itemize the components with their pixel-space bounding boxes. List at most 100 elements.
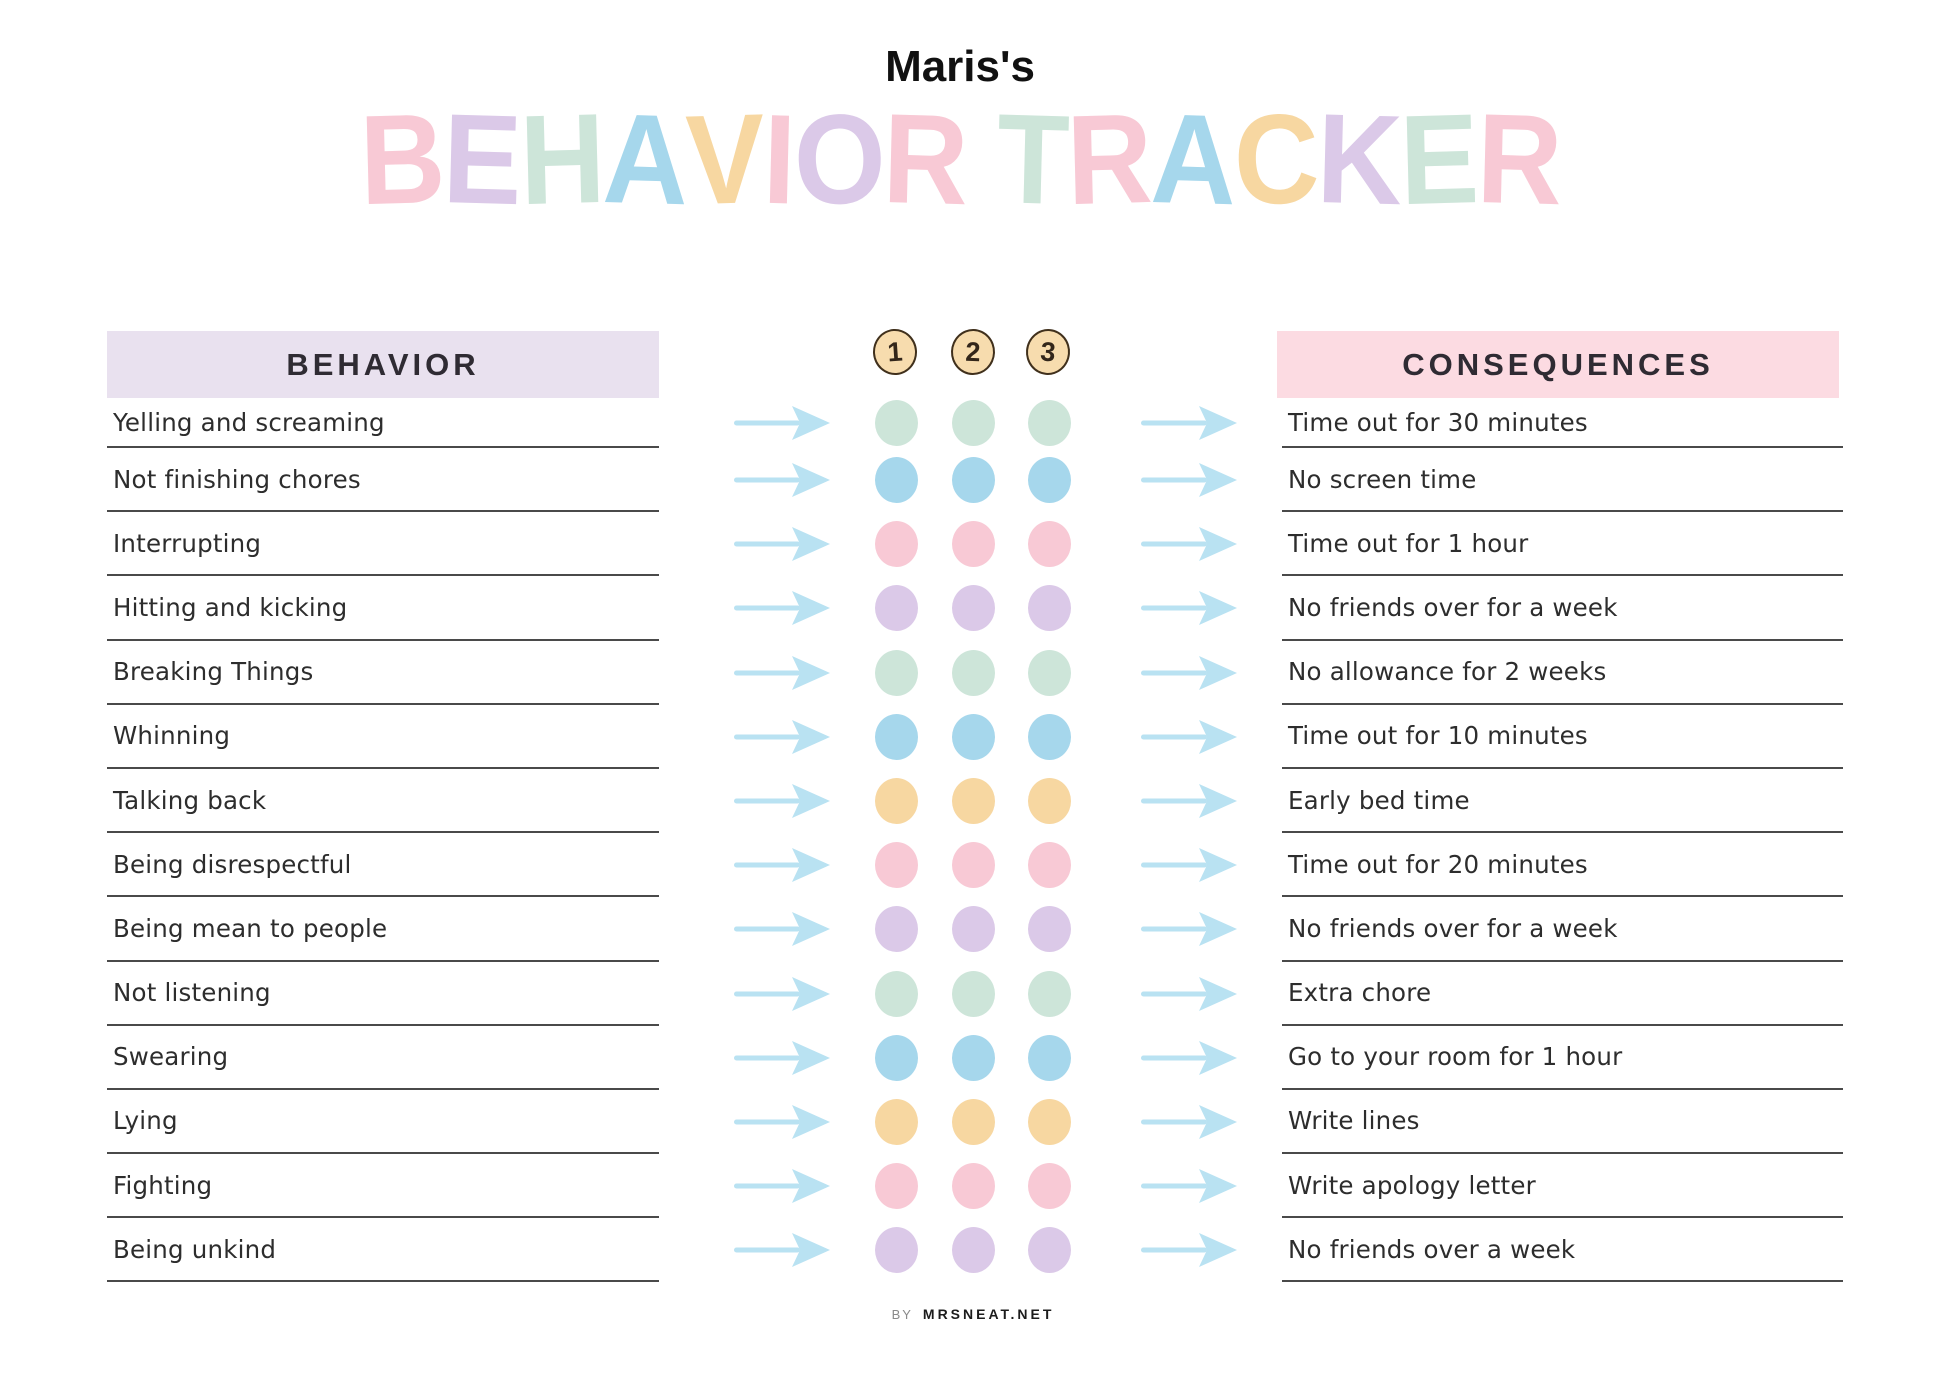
tracker-row: Being mean to people No friends over for… — [107, 897, 1843, 962]
tally-dot-2 — [951, 521, 995, 568]
tracker-row: Not listening Extra chore — [107, 962, 1843, 1026]
tally-dots — [875, 400, 1071, 446]
arrow-right-icon — [734, 463, 830, 498]
tally-dot-3 — [1028, 970, 1071, 1017]
consequence-label: Early bed time — [1282, 769, 1843, 834]
tally-dot-1 — [875, 521, 918, 568]
tally-dot-3 — [1028, 585, 1071, 632]
footer-site-label: MRSNEAT.NET — [922, 1306, 1055, 1322]
tally-dot-1 — [875, 400, 918, 446]
title-letter: O — [791, 87, 886, 233]
tally-dots — [875, 906, 1071, 953]
behavior-label: Breaking Things — [107, 641, 659, 705]
tally-dot-2 — [951, 842, 995, 889]
tally-dots — [875, 842, 1071, 889]
tally-dot-3 — [1028, 457, 1071, 504]
tracker-row: Breaking Things No allowance for 2 weeks — [107, 641, 1843, 705]
tally-dot-2 — [951, 970, 995, 1017]
tracker-row: Hitting and kicking No friends over for … — [107, 576, 1843, 641]
arrow-right-icon — [1141, 784, 1237, 819]
title-letter: E — [441, 87, 522, 233]
arrow-right-icon — [734, 591, 830, 626]
title-letter: T — [995, 87, 1070, 233]
tracker-row: Interrupting Time out for 1 hour — [107, 512, 1843, 577]
tally-dot-3 — [1028, 1163, 1071, 1210]
tally-dot-2 — [951, 713, 995, 760]
tally-dot-2 — [951, 1034, 995, 1081]
tally-dot-3 — [1028, 649, 1071, 696]
tally-dot-1 — [875, 585, 918, 632]
behavior-label: Not listening — [107, 962, 659, 1026]
tracker-row: Talking back Early bed time — [107, 769, 1843, 834]
arrow-right-icon — [1141, 1169, 1237, 1204]
footer-by-label: BY — [891, 1307, 913, 1322]
arrow-right-icon — [734, 1169, 830, 1204]
title-letter: B — [357, 87, 445, 233]
arrow-right-icon — [1141, 976, 1237, 1011]
count-circle-3: 3 — [1024, 327, 1072, 377]
tally-dot-3 — [1028, 1227, 1071, 1274]
title-letter: I — [761, 88, 796, 232]
arrow-right-icon — [734, 527, 830, 562]
arrow-right-icon — [734, 848, 830, 883]
arrow-right-icon — [1141, 848, 1237, 883]
tally-dot-1 — [875, 1034, 918, 1081]
tally-dots — [875, 713, 1071, 760]
arrow-right-icon — [734, 784, 830, 819]
tracker-row: Whinning Time out for 10 minutes — [107, 705, 1843, 769]
tally-dots — [875, 1034, 1071, 1081]
behavior-column-header: BEHAVIOR — [107, 331, 659, 398]
behavior-label: Whinning — [107, 705, 659, 769]
behavior-label: Swearing — [107, 1026, 659, 1090]
tally-dot-2 — [951, 1163, 995, 1210]
arrow-right-icon — [1141, 591, 1237, 626]
tracker-row: Being unkind No friends over a week — [107, 1218, 1843, 1283]
tally-dot-2 — [951, 778, 995, 825]
tally-dot-1 — [875, 778, 918, 825]
behavior-label: Not finishing chores — [107, 448, 659, 513]
tracker-row: Swearing Go to your room for 1 hour — [107, 1026, 1843, 1090]
consequence-label: Extra chore — [1282, 962, 1843, 1026]
arrow-right-icon — [734, 912, 830, 947]
arrow-right-icon — [1141, 406, 1237, 440]
tally-dots — [875, 1163, 1071, 1210]
arrow-right-icon — [1141, 1104, 1237, 1139]
title-letter: R — [881, 87, 969, 233]
behavior-label: Being unkind — [107, 1218, 659, 1283]
tally-dot-1 — [875, 1098, 918, 1145]
behavior-header-label: BEHAVIOR — [286, 346, 480, 382]
consequence-label: No screen time — [1282, 448, 1843, 513]
tracker-row: Lying Write lines — [107, 1090, 1843, 1155]
main-title: BEHAVIOR TRACKER — [0, 87, 1920, 232]
consequence-label: Time out for 30 minutes — [1282, 398, 1843, 448]
tally-dot-3 — [1028, 521, 1071, 568]
tally-dot-3 — [1028, 400, 1071, 446]
arrow-right-icon — [1141, 912, 1237, 947]
tally-dot-2 — [951, 1227, 995, 1274]
tally-dot-2 — [951, 457, 995, 504]
tally-dot-3 — [1028, 778, 1071, 825]
tally-dot-2 — [951, 1098, 995, 1145]
tally-dot-3 — [1028, 906, 1071, 953]
consequence-label: No allowance for 2 weeks — [1282, 641, 1843, 705]
consequence-label: Go to your room for 1 hour — [1282, 1026, 1843, 1090]
arrow-right-icon — [1141, 1040, 1237, 1075]
tally-dot-1 — [875, 970, 918, 1017]
tally-dot-1 — [875, 457, 918, 504]
title-letter: H — [517, 87, 605, 233]
behavior-label: Talking back — [107, 769, 659, 834]
consequence-label: Time out for 10 minutes — [1282, 705, 1843, 769]
tally-dots — [875, 521, 1071, 568]
footer-credit: BY MRSNEAT.NET — [0, 1306, 1946, 1322]
arrow-right-icon — [734, 976, 830, 1011]
tally-dot-2 — [951, 400, 995, 446]
behavior-label: Being mean to people — [107, 897, 659, 962]
tally-dot-3 — [1028, 713, 1071, 760]
arrow-right-icon — [1141, 655, 1237, 690]
consequences-header-label: CONSEQUENCES — [1402, 346, 1714, 382]
title-letter: K — [1315, 87, 1403, 233]
behavior-label: Being disrespectful — [107, 833, 659, 898]
consequence-label: No friends over for a week — [1282, 897, 1843, 962]
behavior-label: Hitting and kicking — [107, 576, 659, 641]
